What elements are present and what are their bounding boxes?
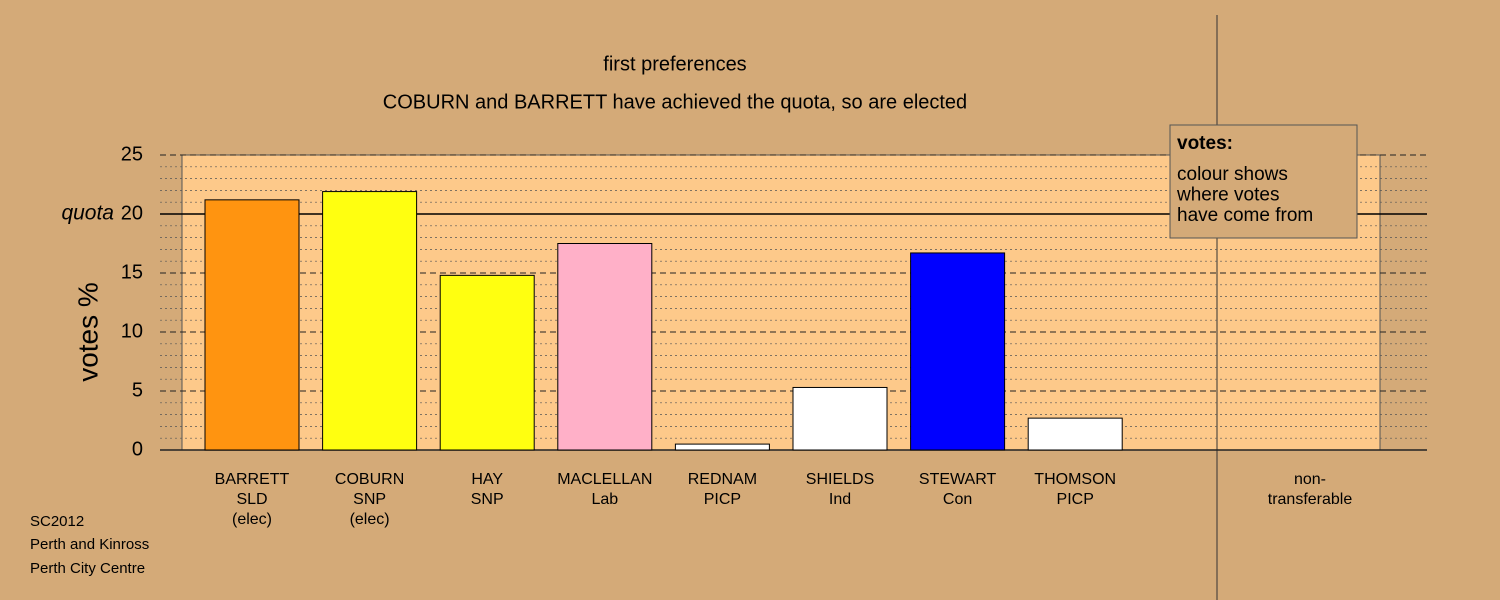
x-tick-label: SNP (471, 491, 504, 508)
chart-title: first preferences (603, 53, 746, 75)
bar (204, 199, 300, 451)
x-tick-label: THOMSON (1034, 471, 1116, 488)
y-tick-label: 25 (121, 143, 143, 165)
bar (792, 386, 888, 451)
bar (910, 252, 1006, 451)
x-tick-label: REDNAM (688, 471, 757, 488)
bar (674, 443, 770, 451)
y-tick-label: 20 (121, 202, 143, 224)
x-tick-label: (elec) (232, 511, 272, 528)
x-tick-label: Lab (591, 491, 618, 508)
bar (322, 191, 418, 451)
x-tick-label: SLD (236, 491, 267, 508)
x-tick-label: PICP (704, 491, 741, 508)
quota-label: quota (61, 202, 114, 225)
x-tick-label: transferable (1268, 491, 1353, 508)
x-tick-label: Ind (829, 491, 851, 508)
x-tick-label: BARRETT (215, 471, 290, 488)
legend-box (1169, 124, 1358, 239)
legend-text: have come from (1177, 205, 1313, 226)
x-tick-label: COBURN (335, 471, 404, 488)
x-tick-label: STEWART (919, 471, 997, 488)
legend-title: votes: (1177, 133, 1233, 154)
y-tick-label: 5 (132, 379, 143, 401)
x-tick-label: Con (943, 491, 972, 508)
x-tick-label: PICP (1057, 491, 1094, 508)
footer-line: SC2012 (30, 513, 84, 530)
bar (439, 274, 535, 451)
bar (1027, 417, 1123, 451)
x-tick-label: SNP (353, 491, 386, 508)
y-tick-label: 0 (132, 438, 143, 460)
x-tick-label: SHIELDS (806, 471, 874, 488)
y-tick-label: 15 (121, 261, 143, 283)
x-tick-label: MACLELLAN (557, 471, 652, 488)
y-tick-label: 10 (121, 320, 143, 342)
chart-subtitle: COBURN and BARRETT have achieved the quo… (383, 91, 967, 113)
x-tick-label: non- (1294, 471, 1326, 488)
bar (557, 243, 653, 451)
legend-text: colour shows (1177, 164, 1288, 185)
x-tick-label: HAY (471, 471, 503, 488)
legend-text: where votes (1176, 185, 1279, 206)
footer-line: Perth and Kinross (30, 536, 149, 553)
y-axis-label: votes % (72, 282, 103, 382)
footer-line: Perth City Centre (30, 560, 145, 577)
x-tick-label: (elec) (350, 511, 390, 528)
